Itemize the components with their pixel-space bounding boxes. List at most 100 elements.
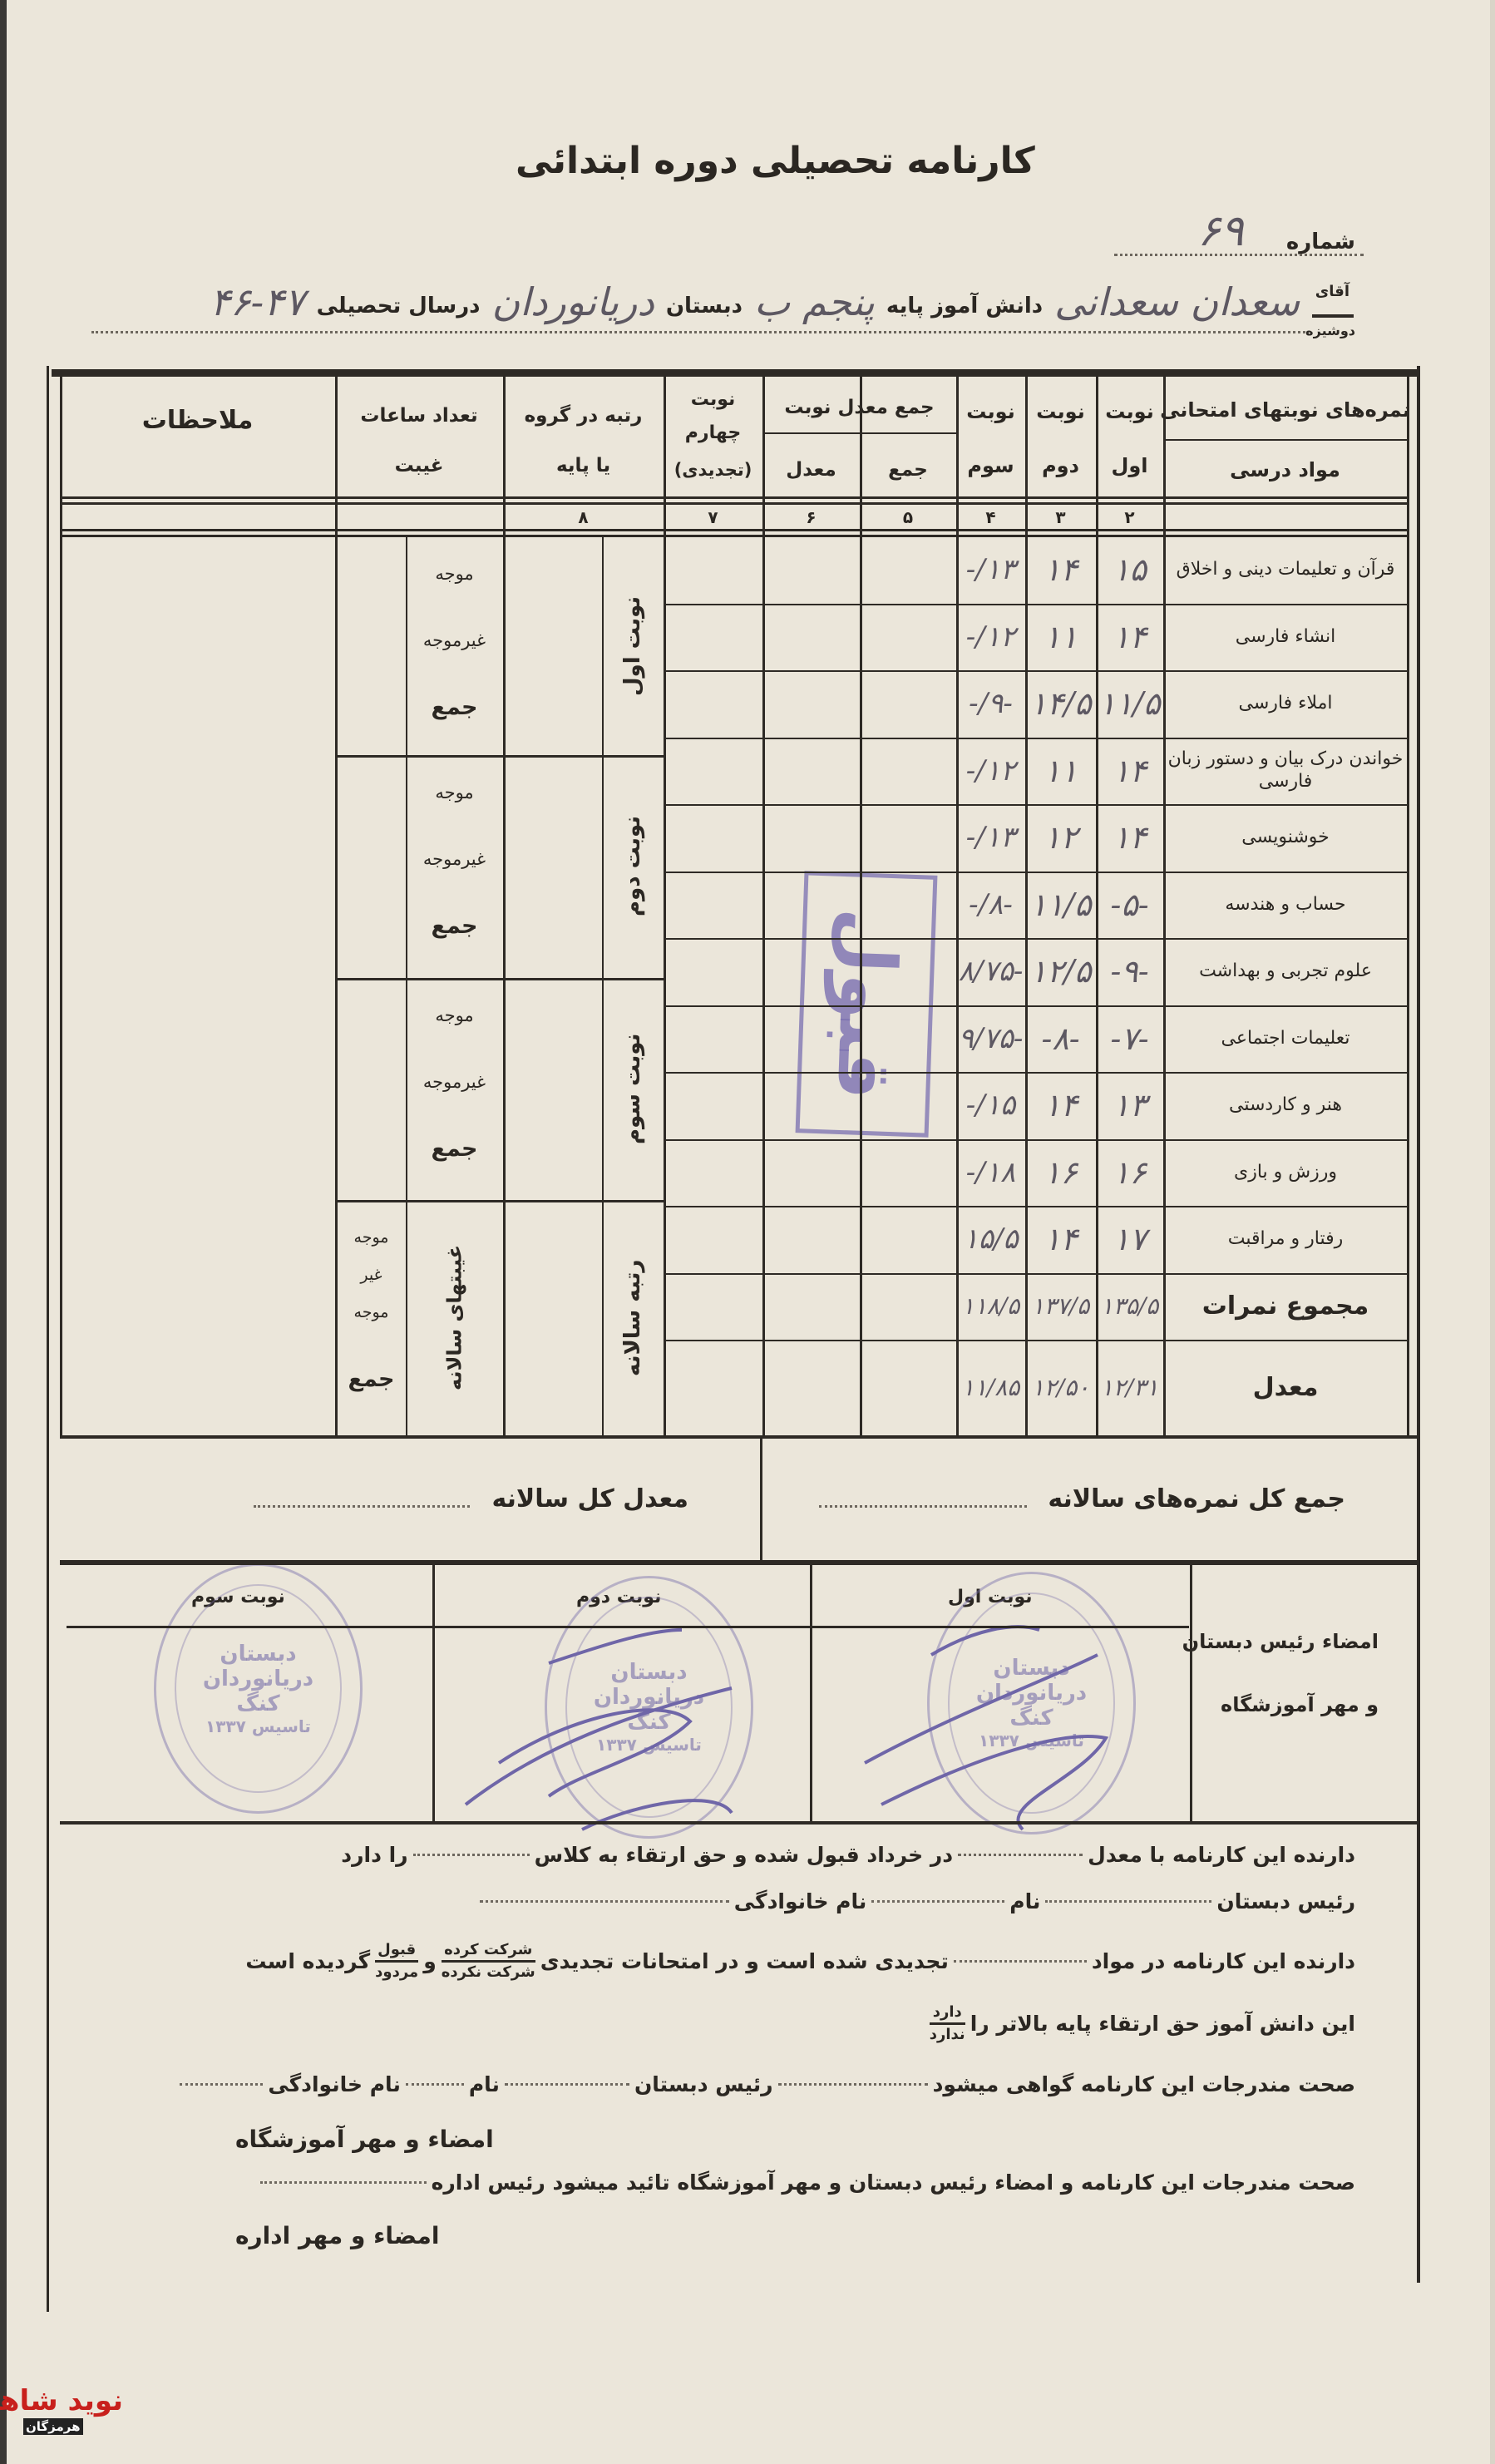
footer-l5-b: رئیس دبستان [634, 2072, 773, 2096]
annual-average-dots [254, 1505, 470, 1508]
grade-term3: ۱۳/- [965, 553, 1016, 587]
frac-bottom: مردود [375, 1963, 419, 1981]
school-seal-term2: دبستان دریانوردان کنگ تاسیس ۱۳۳۷ [545, 1576, 753, 1839]
subject-name: مجموع نمرات [1201, 1291, 1369, 1321]
subject-name: خوشنویسی [1241, 827, 1330, 848]
subject-name: ورزش و بازی [1234, 1161, 1338, 1183]
frac-top: دارد [932, 2003, 962, 2021]
number-rule [60, 529, 1407, 531]
footer-line-4: این دانش آموز حق ارتقاء پایه بالاتر را د… [925, 2004, 1355, 2043]
header-term2-top: نوبت [1036, 400, 1085, 423]
row-rule [664, 1005, 1407, 1007]
subject-name: انشاء فارسی [1235, 625, 1336, 647]
column-rule [1163, 374, 1166, 1437]
grade-term2: ۱۶ [1044, 1153, 1078, 1191]
grade-value: پنجم ب [753, 279, 875, 324]
frac-bottom: ندارد [929, 2025, 965, 2043]
student-name: سعدان سعدانی [1054, 279, 1300, 324]
grade-term1: ۱۲/۳۱ [1100, 1374, 1159, 1401]
subject-name: تعلیمات اجتماعی [1221, 1027, 1350, 1049]
grade-term1: ۱۶ [1113, 1153, 1147, 1191]
block-rule [335, 978, 664, 980]
annual-total-label: جمع کل نمره‌های سالانه [1048, 1484, 1345, 1513]
header-term3-top: نوبت [966, 400, 1015, 423]
footer-line-3: دارنده این کارنامه در مواد تجدیدی شده اس… [245, 1942, 1355, 1981]
annual-average-label: معدل کل سالانه [491, 1484, 688, 1513]
header-term1-bottom: اول [1111, 454, 1148, 477]
school-label: دبستان [665, 293, 743, 318]
subject-name: معدل [1252, 1372, 1319, 1402]
rank-block-label: نوبت سوم [620, 1033, 645, 1145]
rank-block-label: نوبت اول [620, 595, 645, 696]
grade-term3: ۱۲/- [965, 620, 1016, 654]
column-number: ۶ [806, 506, 817, 527]
grade-term1: ۱۱/۵ [1098, 685, 1161, 723]
absence-excused: موجه [435, 1005, 474, 1025]
grade-term1: -۹- [1110, 953, 1149, 990]
school-seal-term1: دبستان دریانوردان کنگ تاسیس ۱۳۳۷ [927, 1572, 1136, 1834]
row-rule [664, 804, 1407, 806]
annual-absence-excused: موجه [353, 1228, 389, 1247]
grade-term1: ۱۴ [1113, 618, 1147, 655]
signature-bottom-rule [60, 1821, 1417, 1825]
column-number: ۴ [985, 506, 996, 527]
grade-term2: ۱۱ [1044, 752, 1078, 789]
footer-l3-b: تجدیدی شده است و در امتحانات تجدیدی [540, 1948, 949, 1973]
row-rule [664, 1340, 1407, 1341]
grade-term1: -۵- [1110, 886, 1149, 923]
absence-unexcused: غیرموجه [422, 849, 486, 869]
footer-l5-d: نام خانوادگی [268, 2072, 401, 2096]
row-rule [664, 1138, 1407, 1141]
absence-unexcused: غیرموجه [422, 1072, 486, 1092]
signature-header-rule [67, 1626, 1189, 1628]
subject-name: املاء فارسی [1238, 693, 1333, 714]
footer-l1-a: دارنده این کارنامه با معدل [1088, 1843, 1355, 1867]
absence-unexcused: غیرموجه [422, 630, 486, 650]
grade-term1: ۱۵ [1113, 551, 1147, 589]
attendance-fraction: شرکت کرده شرکت نکرده [441, 1941, 535, 1981]
subjects-subrule [1163, 439, 1407, 441]
student-info-line: سعدان سعدانی دانش آموز پایه پنجم ب دبستا… [210, 281, 1300, 323]
footer-line-1: دارنده این کارنامه با معدل در خرداد قبول… [341, 1843, 1355, 1867]
grade-term3: ۱۲/- [965, 753, 1016, 788]
grade-term3: ۱۸/- [965, 1155, 1016, 1189]
frac-bottom: شرکت نکرده [441, 1963, 535, 1981]
block-rule [335, 1200, 664, 1202]
dots [504, 2083, 629, 2086]
column-rule [1096, 374, 1098, 1437]
column-rule [503, 374, 506, 1437]
footer-l1-c: را دارد [341, 1843, 408, 1867]
grade-term3: -۸/۷۵ [958, 955, 1024, 989]
footer-l3-c: گردیده است [245, 1948, 371, 1973]
header-rank-bottom: یا پایه [555, 455, 611, 477]
grade-term3: ۱۵/۵ [963, 1222, 1019, 1257]
header-absence-bottom: غیبت [394, 455, 444, 477]
year-value: ۴۶-۴۷ [210, 279, 305, 324]
grade-term2: ۱۴ [1044, 551, 1078, 589]
frac-top: شرکت کرده [444, 1941, 533, 1958]
row-rule [664, 1072, 1407, 1074]
annual-absence-excused2: موجه [353, 1303, 389, 1321]
name-line-dots [91, 331, 1305, 333]
column-subrule [602, 536, 604, 1437]
grade-term2: ۱۲ [1044, 819, 1078, 857]
grade-term1: ۱۴ [1113, 752, 1147, 789]
subject-name: قرآن و تعلیمات دینی و اخلاق [1176, 559, 1395, 580]
row-rule [664, 737, 1407, 739]
grade-term3: ۱۵/- [965, 1089, 1016, 1123]
row-rule [664, 670, 1407, 672]
grade-term2: ۱۱ [1044, 618, 1078, 655]
footer-office-seal-label: امضاء و مهر اداره [235, 2222, 440, 2249]
column-rule [1025, 374, 1028, 1437]
absence-total: جمع [431, 694, 478, 720]
signature-term1-scribble [864, 1625, 1109, 1831]
signature-column-divider [1190, 1565, 1192, 1821]
absence-excused: موجه [435, 783, 474, 802]
row-rule [664, 1272, 1407, 1275]
annual-bottom-rule [60, 1560, 1417, 1565]
footer-line-5: صحت مندرجات این کارنامه گواهی میشود رئیس… [175, 2072, 1355, 2096]
dots [871, 1900, 1005, 1903]
number-value: ۶۹ [1197, 206, 1244, 256]
footer-line-2: رئیس دبستان نام نام خانوادگی [475, 1889, 1355, 1913]
grade-term3: -۹/- [969, 687, 1013, 721]
